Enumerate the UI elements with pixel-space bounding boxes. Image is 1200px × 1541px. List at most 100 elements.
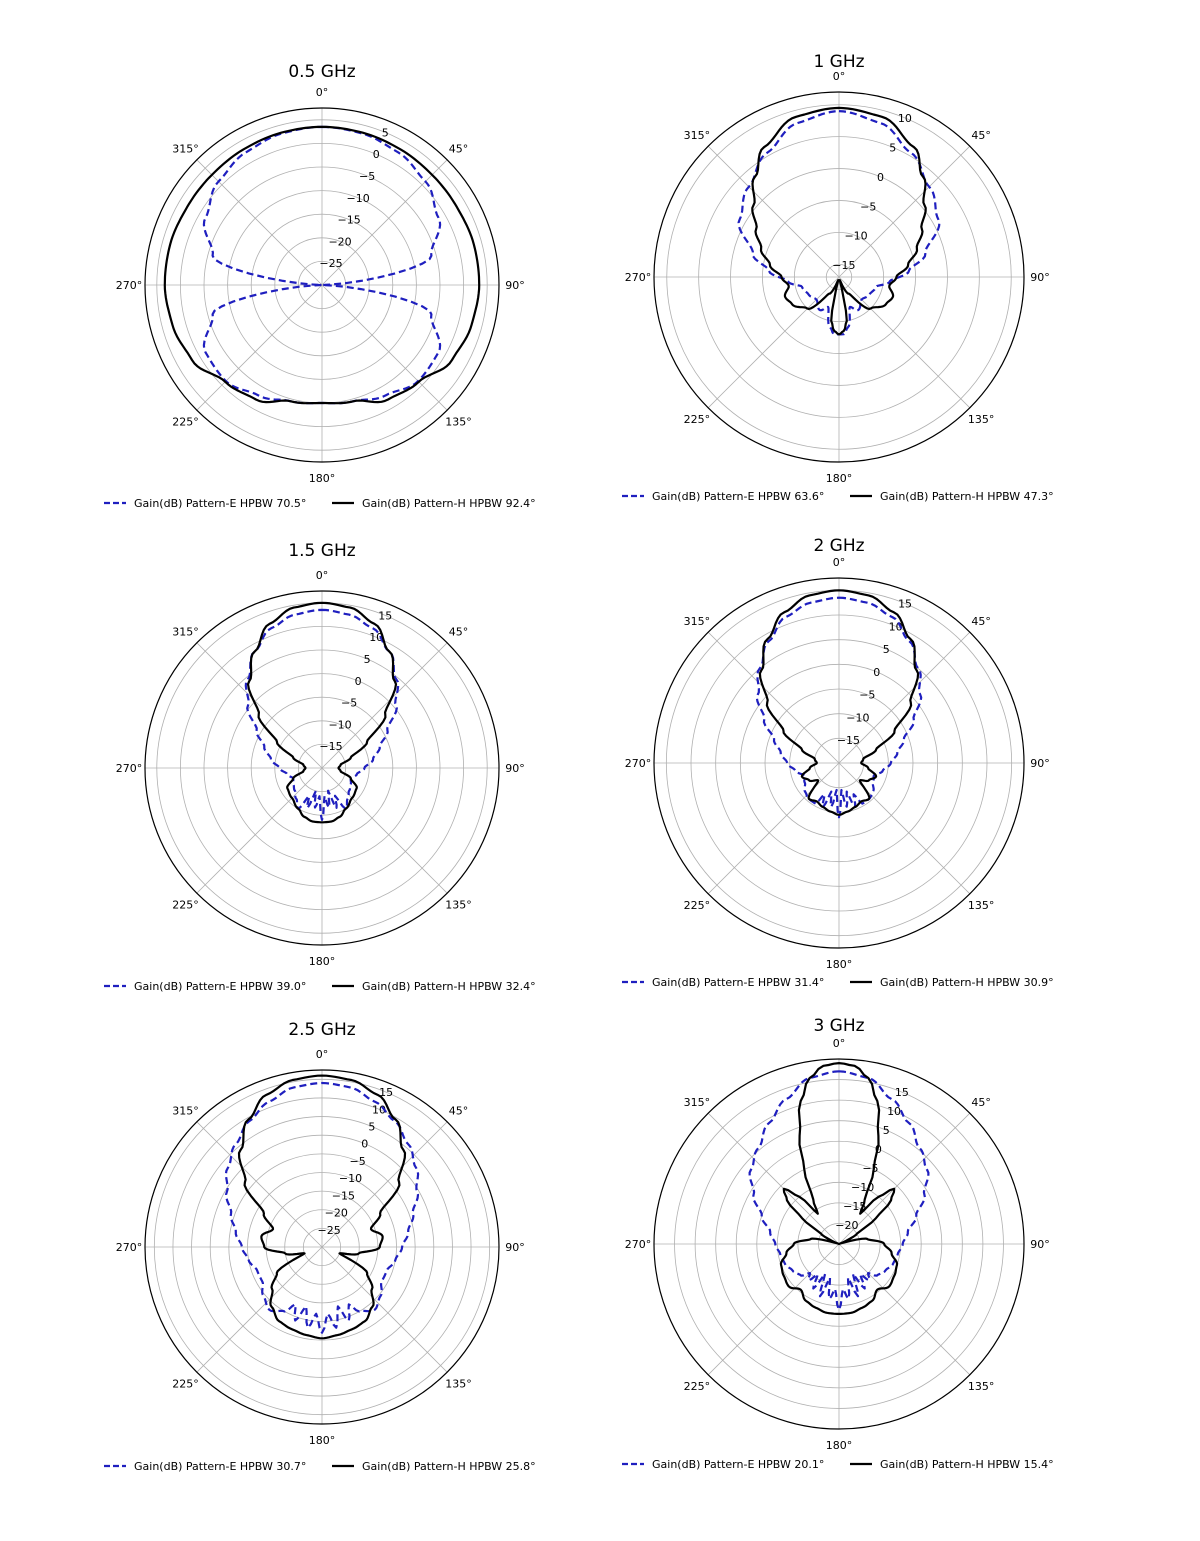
theta-grid-line [196,159,323,286]
theta-grid-line [321,642,448,769]
chart-title: 1.5 GHz [288,541,355,561]
r-tick-label: −5 [859,689,875,702]
angle-tick-label: 0° [833,70,846,83]
r-tick-label: 5 [889,141,896,154]
angle-tick-label: 135° [968,899,995,912]
angle-tick-label: 135° [445,898,472,911]
angle-tick-label: 0° [833,1037,846,1050]
legend-label: Gain(dB) Pattern-H HPBW 32.4° [362,980,536,993]
series-line-e [224,1081,420,1334]
series-line-h [751,106,927,336]
angle-tick-label: 180° [826,472,853,485]
angle-tick-label: 315° [172,626,199,639]
r-tick-label: 15 [378,609,392,622]
theta-grid-line [838,762,971,895]
r-tick-label: −10 [846,711,869,724]
angle-tick-label: 315° [684,129,711,142]
theta-grid-line [321,1121,448,1248]
r-tick-label: −10 [328,718,351,731]
r-tick-label: 0 [877,171,884,184]
r-tick-label: 0 [361,1138,368,1151]
r-tick-label: 15 [895,1086,909,1099]
angle-tick-label: 0° [316,86,329,99]
r-tick-label: −10 [347,192,370,205]
legend-label: Gain(dB) Pattern-E HPBW 31.4° [652,976,824,989]
theta-grid-line [196,642,323,769]
angle-tick-label: 315° [172,1105,199,1118]
r-tick-label: 5 [883,1124,890,1137]
angle-tick-label: 225° [684,1380,711,1393]
angle-tick-label: 135° [445,1377,472,1390]
series-line-e [748,1070,930,1311]
r-tick-label: −25 [318,1224,341,1237]
polar-panel-4: 2.5 GHz−25−20−15−10−50510150°45°90°135°1… [104,1020,536,1473]
polar-panel-5: 3 GHz−20−15−10−50510150°45°90°135°180°22… [622,1016,1054,1471]
theta-grid-line [321,767,448,894]
angle-tick-label: 270° [116,1241,143,1254]
r-tick-label: 15 [898,597,912,610]
polar-panel-3: 2 GHz−15−10−50510150°45°90°135°180°225°2… [622,536,1054,989]
angle-tick-label: 45° [449,626,469,639]
angle-tick-label: 45° [449,1105,469,1118]
angle-tick-label: 270° [116,762,143,775]
r-tick-label: 0 [355,675,362,688]
series-line-h [163,125,481,405]
r-tick-label: 10 [898,112,912,125]
chart-title: 2.5 GHz [288,1020,355,1040]
theta-grid-line [838,145,971,278]
angle-tick-label: 225° [172,415,199,428]
theta-grid-line [838,1243,971,1376]
r-tick-label: −5 [359,170,375,183]
angle-tick-label: 0° [833,556,846,569]
r-tick-label: −5 [862,1162,878,1175]
angle-tick-label: 45° [971,129,991,142]
r-tick-label: 15 [379,1086,393,1099]
polar-frame [144,107,500,463]
polar-frame [653,1058,1025,1430]
angle-tick-label: 90° [505,1241,525,1254]
theta-grid-line [321,284,448,411]
angle-tick-label: 135° [968,413,995,426]
legend-label: Gain(dB) Pattern-H HPBW 15.4° [880,1458,1054,1471]
series-line-h [779,1062,899,1315]
polar-panel-1: 1 GHz −15 −10 −5 0 5 10 0° 45° 90° 135° 180° 225° 270… [622,52,1054,503]
angle-tick-label: 0° [316,1048,329,1061]
legend-label: Gain(dB) Pattern-E HPBW 70.5° [134,497,306,510]
polar-panel-0: 0.5 GHz −25 −20 −15 −10 −5 05 0° 45° 90° 135° 180° 2… [104,62,536,510]
r-tick-label: −15 [337,214,360,227]
legend-label: Gain(dB) Pattern-E HPBW 20.1° [652,1458,824,1471]
theta-grid-line [707,1112,840,1245]
chart-title: 1 GHz [813,52,864,72]
angle-tick-label: 225° [684,413,711,426]
angle-tick-label: 270° [625,271,652,284]
legend-label: Gain(dB) Pattern-H HPBW 25.8° [362,1460,536,1473]
legend-label: Gain(dB) Pattern-E HPBW 30.7° [134,1460,306,1473]
legend-label: Gain(dB) Pattern-H HPBW 47.3° [880,490,1054,503]
theta-grid-line [707,276,840,409]
r-tick-label: −20 [835,1219,858,1232]
angle-tick-label: 270° [625,757,652,770]
angle-tick-label: 45° [449,143,469,156]
polar-frame [144,590,500,946]
r-tick-label: −15 [319,740,342,753]
r-tick-label: −15 [837,734,860,747]
angle-tick-label: 225° [172,1377,199,1390]
r-tick-label: −10 [844,230,867,243]
r-tick-label: 10 [887,1105,901,1118]
theta-grid-line [196,284,323,411]
r-tick-label: 5 [368,1121,375,1134]
chart-title: 3 GHz [813,1016,864,1036]
r-tick-label: −15 [332,1189,355,1202]
legend-label: Gain(dB) Pattern-E HPBW 39.0° [134,980,306,993]
angle-tick-label: 315° [172,143,199,156]
angle-tick-label: 225° [172,898,199,911]
polar-frame [653,577,1025,949]
angle-tick-label: 315° [684,1096,711,1109]
angle-tick-label: 180° [309,955,336,968]
theta-grid-line [196,1246,323,1373]
series-line-e [755,596,923,819]
theta-grid-line [707,762,840,895]
r-tick-label: 10 [369,631,383,644]
r-tick-label: −10 [339,1172,362,1185]
